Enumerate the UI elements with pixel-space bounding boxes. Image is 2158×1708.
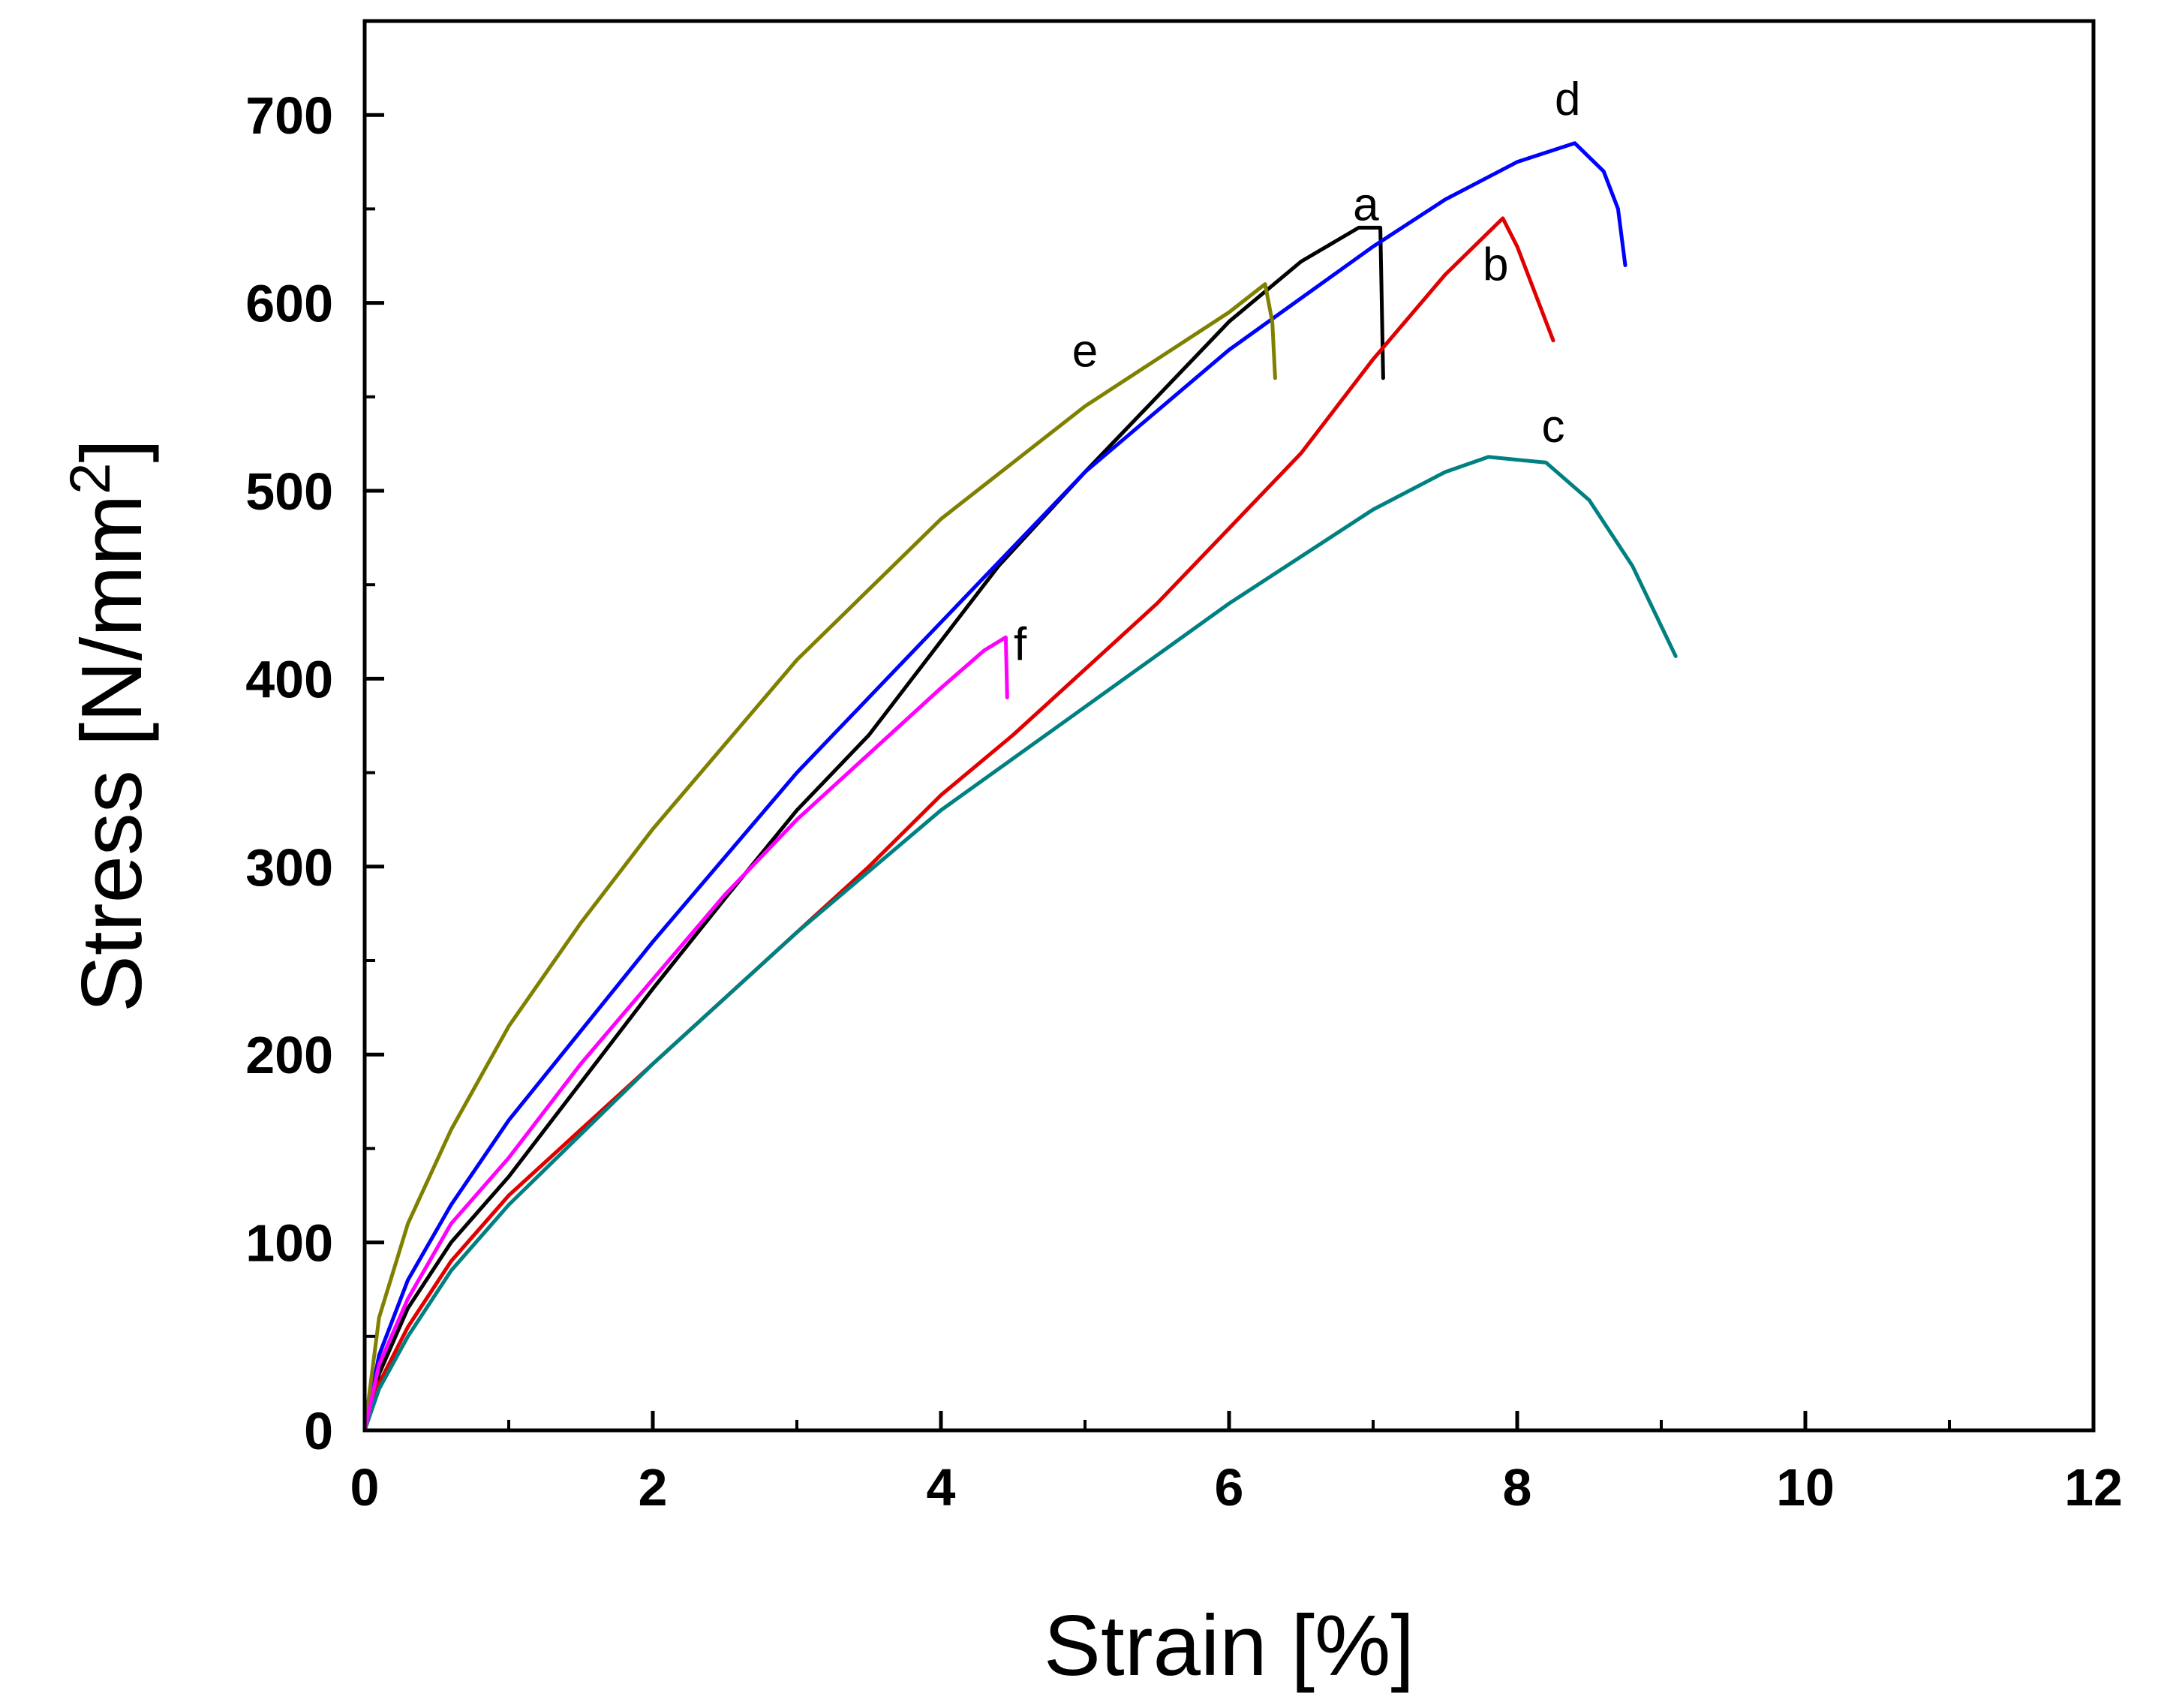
series-curve-b bbox=[362, 216, 1555, 1433]
y-tick-label: 600 bbox=[245, 275, 333, 333]
series-curve-a bbox=[362, 225, 1385, 1433]
series-label-d: d bbox=[1555, 74, 1580, 125]
y-tick-label: 500 bbox=[245, 462, 333, 521]
x-tick-label: 10 bbox=[1776, 1458, 1835, 1517]
x-tick-label: 12 bbox=[2064, 1458, 2123, 1517]
y-axis-title: Stress [N/mm2] bbox=[59, 439, 160, 1012]
y-axis-title-close: ] bbox=[65, 439, 160, 463]
series-label-c: c bbox=[1542, 401, 1565, 453]
x-tick-label: 2 bbox=[639, 1458, 668, 1517]
x-tick-label: 4 bbox=[927, 1458, 956, 1517]
series-curve-c bbox=[362, 455, 1678, 1433]
y-axis-ticks: 0 100 200 300 400 500 600 700 bbox=[245, 20, 384, 1460]
series-label-e: e bbox=[1072, 326, 1098, 377]
series-label-a: a bbox=[1353, 179, 1379, 230]
y-axis-title-superscript: 2 bbox=[59, 463, 122, 495]
x-tick-label: 0 bbox=[350, 1458, 380, 1517]
y-tick-label: 300 bbox=[245, 838, 333, 897]
y-tick-label: 0 bbox=[304, 1402, 333, 1460]
y-tick-label: 400 bbox=[245, 650, 333, 708]
series-curve-e bbox=[362, 282, 1277, 1433]
curve-labels-layer: a b c d e f bbox=[1014, 74, 1580, 670]
x-axis-ticks: 0 2 4 6 8 10 12 bbox=[350, 1411, 2123, 1517]
series-curve-d bbox=[362, 141, 1628, 1433]
curves-layer bbox=[362, 141, 1678, 1433]
x-axis-title: Strain [%] bbox=[1044, 1598, 1414, 1694]
series-label-b: b bbox=[1483, 239, 1508, 291]
y-axis-title-main: Stress [N/mm bbox=[65, 495, 160, 1012]
x-tick-label: 8 bbox=[1503, 1458, 1532, 1517]
y-tick-label: 100 bbox=[245, 1214, 333, 1273]
y-tick-label: 700 bbox=[245, 86, 333, 145]
series-label-f: f bbox=[1014, 618, 1027, 670]
y-tick-label: 200 bbox=[245, 1026, 333, 1084]
series-curve-f bbox=[362, 635, 1009, 1433]
x-tick-label: 6 bbox=[1215, 1458, 1244, 1517]
